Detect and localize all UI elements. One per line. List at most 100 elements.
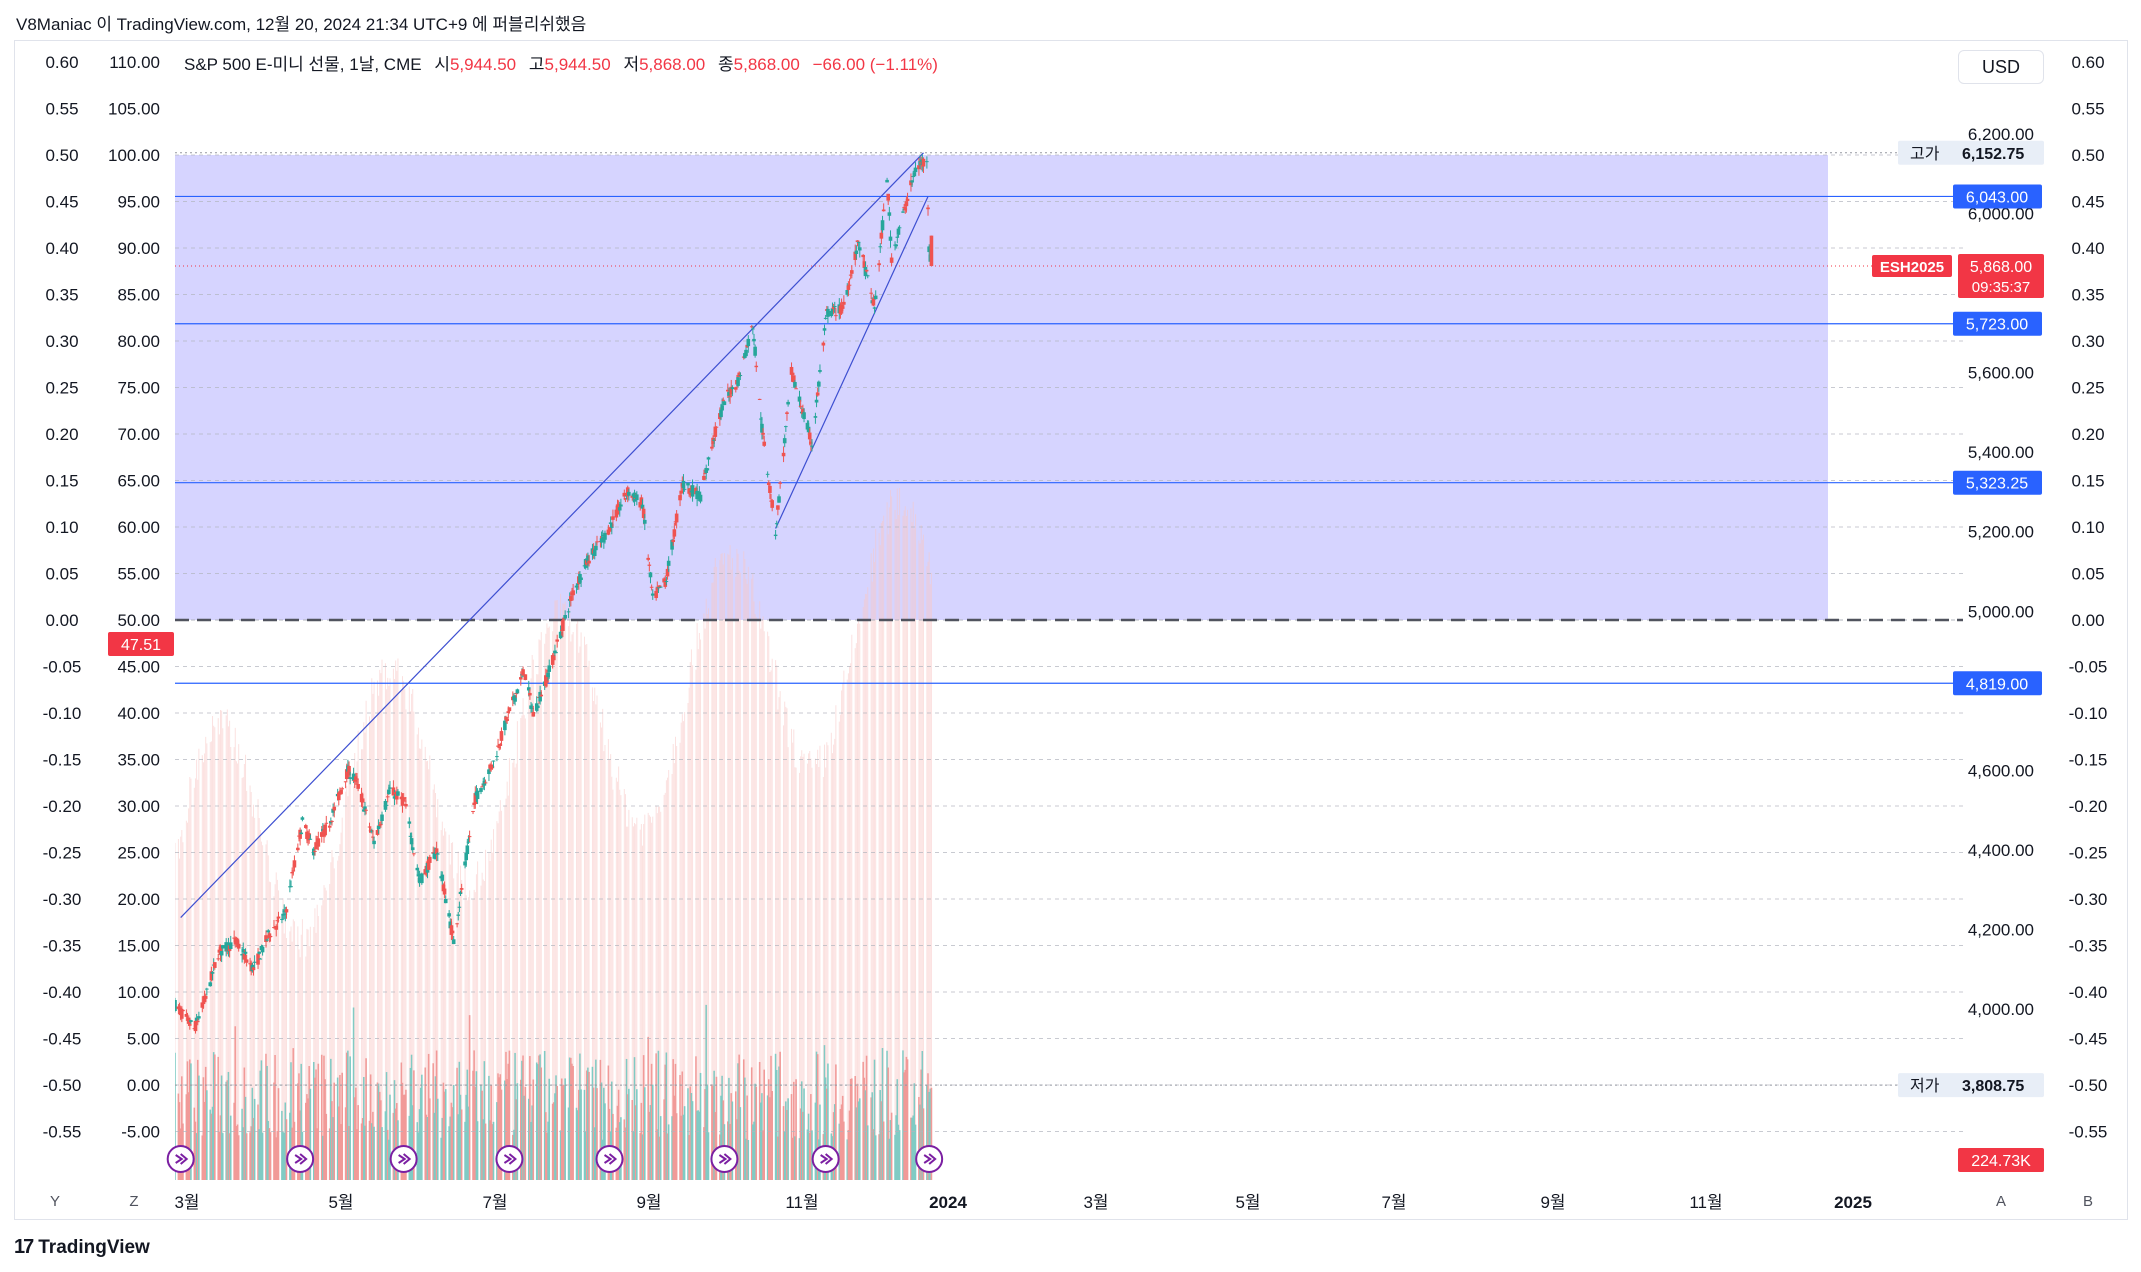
candle-body: [561, 620, 565, 631]
candle-body: [778, 482, 782, 484]
candle-body: [264, 935, 268, 943]
z-button[interactable]: Z: [129, 1192, 139, 1210]
candle-body: [490, 765, 495, 769]
candle-body: [456, 914, 461, 916]
candle-body: [818, 370, 822, 372]
currency-button[interactable]: USD: [1958, 50, 2044, 84]
candle-body: [877, 263, 881, 266]
candle-body: [654, 590, 658, 599]
oscillator-tick-right: 0.30: [2071, 332, 2104, 351]
candle-body: [782, 438, 787, 444]
candle-body: [733, 387, 738, 390]
candle-body: [805, 422, 810, 430]
candle-body: [901, 211, 905, 213]
candle-body: [340, 788, 345, 790]
symbol-badge-text: ESH2025: [1880, 259, 1944, 276]
candle-body: [531, 711, 536, 717]
price-tick: 6,200.00: [1968, 125, 2034, 144]
candle-body: [853, 251, 858, 261]
candle-body: [752, 338, 756, 342]
y-button[interactable]: Y: [49, 1192, 60, 1210]
candle-body: [260, 946, 265, 953]
level-badge: [1953, 184, 2042, 209]
candle-body: [695, 490, 699, 500]
candle-body: [376, 825, 381, 830]
candle-body: [658, 586, 663, 588]
price-tick: 6,000.00: [1968, 205, 2034, 224]
high-badge: [1898, 140, 2044, 165]
candle-body: [331, 808, 335, 813]
candle-body: [451, 939, 456, 945]
candle-body: [713, 426, 718, 437]
rsi-tick: 35.00: [117, 751, 160, 770]
candle-body: [765, 473, 770, 475]
candle-body: [282, 910, 286, 913]
candle-body: [308, 838, 313, 840]
candle-body: [347, 765, 351, 776]
oscillator-tick-left: 0.00: [45, 611, 78, 630]
candle-body: [632, 492, 637, 502]
candle-body: [904, 202, 909, 207]
candle-body: [332, 806, 337, 811]
candle-body: [175, 1000, 177, 1011]
candle-body: [727, 392, 731, 396]
tradingview-logo[interactable]: 17 TradingView: [14, 1236, 150, 1259]
candle-body: [822, 328, 827, 331]
candle-body: [671, 539, 676, 543]
b-button[interactable]: B: [2082, 1192, 2093, 1210]
candle-body: [873, 295, 878, 300]
candle-body: [513, 695, 517, 702]
candle-body: [209, 971, 214, 981]
candle-body: [354, 776, 358, 779]
candle-body: [257, 951, 261, 954]
candle-body: [681, 480, 686, 489]
candle-body: [642, 519, 647, 524]
candle-body: [497, 747, 501, 749]
candle-body: [466, 841, 471, 843]
candle-body: [464, 852, 468, 861]
candle-body: [738, 375, 743, 377]
candle-body: [647, 564, 652, 566]
candle-body: [640, 504, 645, 509]
candle-body: [895, 236, 900, 238]
candle-body: [304, 825, 308, 829]
candle-body: [768, 485, 772, 493]
candle-body: [218, 947, 223, 955]
candle-body: [299, 832, 304, 835]
candle-body: [789, 366, 794, 375]
candle-body: [762, 441, 767, 446]
oscillator-tick-right: -0.45: [2069, 1030, 2108, 1049]
candle-body: [387, 789, 391, 795]
candle-body: [774, 523, 779, 525]
candle-body: [355, 778, 359, 780]
rsi-tick: 95.00: [117, 193, 160, 212]
a-button[interactable]: A: [1995, 1192, 2006, 1210]
rsi-tick: 25.00: [117, 844, 160, 863]
candle-body: [506, 711, 511, 713]
rsi-tick: 30.00: [117, 797, 160, 816]
candle-body: [579, 577, 583, 580]
candle-body: [912, 172, 917, 177]
legend-close-label: 종: [718, 55, 734, 74]
last-price-text: 5,868.00: [1970, 259, 2032, 276]
candle-body: [447, 913, 451, 917]
candle-body: [364, 809, 368, 811]
candle-body: [831, 306, 836, 310]
x-tick: 9월: [636, 1193, 661, 1212]
candle-body: [465, 845, 470, 855]
candle-body: [473, 793, 478, 805]
candle-body: [801, 408, 805, 415]
candle-body: [855, 240, 860, 243]
candle-body: [314, 842, 318, 850]
candle-body: [202, 995, 207, 1003]
candle-body: [925, 161, 929, 163]
candle-body: [686, 482, 690, 486]
oscillator-tick-right: 0.60: [2071, 53, 2104, 72]
price-tick: 4,200.00: [1968, 920, 2034, 939]
level-badge-text: 5,323.25: [1966, 476, 2028, 493]
candle-body: [526, 687, 531, 691]
level-badge: [1953, 671, 2042, 696]
candle-body: [815, 392, 820, 396]
oscillator-tick-right: 0.20: [2071, 425, 2104, 444]
